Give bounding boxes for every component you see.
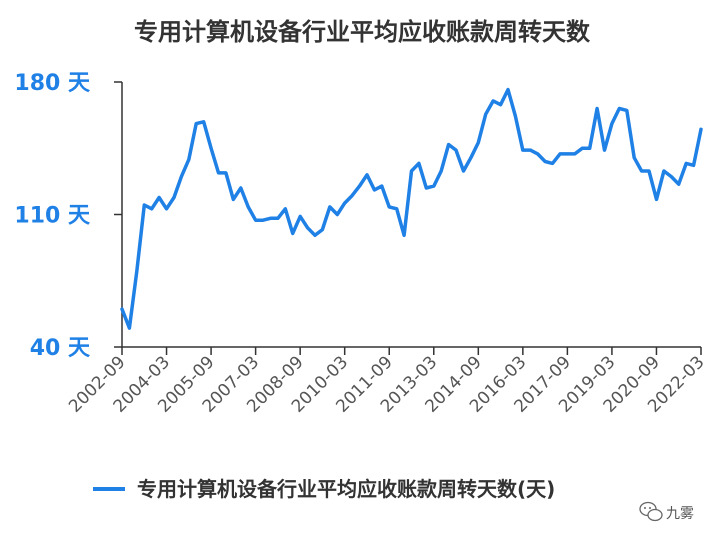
legend: 专用计算机设备行业平均应收账款周转天数(天) xyxy=(93,477,555,501)
wechat-icon xyxy=(639,501,663,522)
plot-area xyxy=(120,87,703,330)
series-line xyxy=(120,87,703,330)
y-tick-label: 110 天 xyxy=(14,204,91,229)
watermark-text: 九雾 xyxy=(666,506,694,522)
watermark: 九雾 xyxy=(639,501,694,522)
legend-label: 专用计算机设备行业平均应收账款周转天数(天) xyxy=(137,477,555,501)
x-axis: 2002-092004-032005-092007-032008-092010-… xyxy=(65,346,709,417)
y-axis: 180 天 110 天 40 天 xyxy=(14,71,123,361)
y-tick-label: 180 天 xyxy=(14,71,91,96)
chart-title: 专用计算机设备行业平均应收账款周转天数 xyxy=(134,18,591,46)
y-tick-label: 40 天 xyxy=(30,336,91,361)
